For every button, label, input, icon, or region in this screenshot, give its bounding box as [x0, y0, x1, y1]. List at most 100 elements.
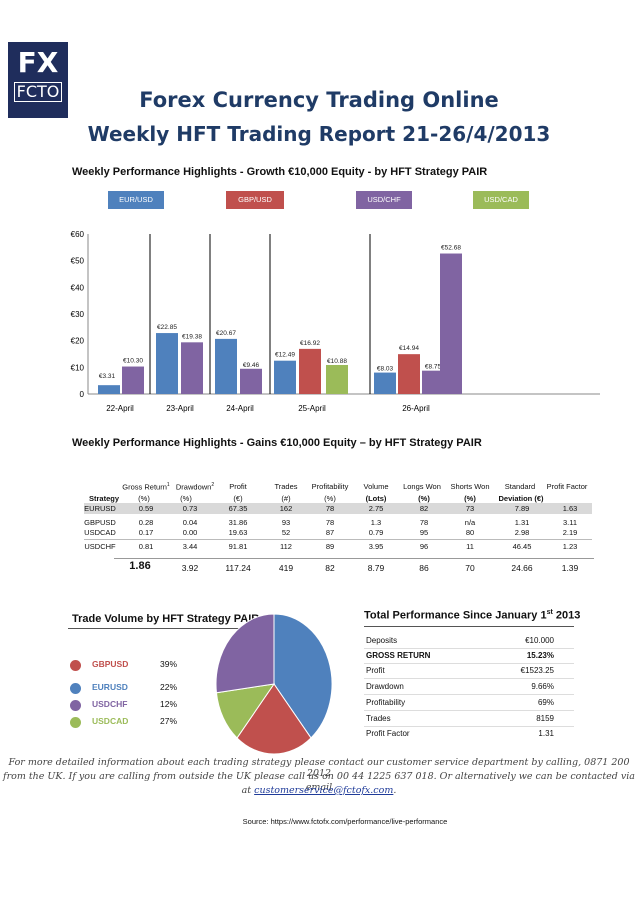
bar-data-label: €20.67	[216, 330, 236, 337]
pie-legend-pct: 39%	[160, 659, 178, 669]
th-longs-won: Longs Won	[403, 482, 441, 491]
bar	[374, 372, 396, 394]
legend-gbpusd-label: GBP/USD	[238, 195, 272, 204]
bar	[240, 368, 262, 394]
y-tick-label: €10	[71, 363, 85, 372]
table-total-cell: 419	[278, 563, 294, 573]
table-total-cell: 8.79	[367, 563, 385, 573]
table-cell: 0.73	[182, 504, 198, 513]
table-cell: 91.81	[228, 542, 248, 551]
totals-value: 69%	[537, 698, 554, 707]
table-total-cell: 117.24	[225, 563, 251, 573]
table-cell: 80	[465, 528, 475, 537]
pie-legend-dot	[70, 683, 81, 694]
th-longs-unit: (%)	[418, 494, 430, 503]
pie-slice	[236, 683, 312, 755]
pie-slice	[273, 613, 333, 739]
table-cell: 1.63	[562, 504, 578, 513]
th-trades-unit: (#)	[281, 494, 291, 503]
table-total-cell: 70	[465, 563, 475, 573]
volume-pie-chart	[215, 613, 333, 755]
totals-value: 9.66%	[531, 682, 554, 691]
table-cell: 0.79	[368, 528, 384, 537]
totals-row-rule	[364, 648, 574, 649]
fx-logo: FX FCTO	[8, 42, 68, 118]
bar	[181, 342, 203, 394]
bar-data-label: €19.38	[182, 333, 202, 340]
table-cell: 3.11	[562, 518, 578, 527]
legend-eurusd-label: EUR/USD	[119, 195, 153, 204]
growth-bar-chart: 0 €10 €20 €30 €40 €50 €60 €3.31 €10.30 €22.85 €19.…	[71, 230, 600, 413]
table-cell: GBPUSD	[84, 518, 116, 527]
y-tick-label: €60	[71, 230, 85, 239]
th-profit-unit: (€)	[233, 494, 243, 503]
totals-row-rule	[364, 694, 574, 695]
pie-legend-dot	[70, 717, 81, 728]
bar-data-label: €22.85	[157, 324, 177, 331]
totals-section-title: Total Performance Since January 1st 2013	[364, 609, 581, 622]
pie-legend-label: USDCAD	[92, 716, 129, 726]
pie-legend-dot	[70, 700, 81, 711]
th-profitability-unit: (%)	[324, 494, 336, 503]
bar-data-label: €8.03	[377, 366, 394, 373]
table-total-cell: 24.66	[511, 563, 533, 573]
totals-value: 1.31	[538, 729, 554, 738]
gains-table: Gross Return1 Drawdown2 Profit Trades Pr…	[0, 452, 638, 582]
table-cell: 1.23	[562, 542, 578, 551]
totals-key: GROSS RETURN	[366, 651, 431, 660]
totals-section-rule	[364, 626, 574, 627]
th-shorts-unit: (%)	[464, 494, 476, 503]
pie-legend-label: USDCHF	[92, 699, 128, 709]
table-cell: 19.63	[228, 528, 248, 537]
bar-data-label: €16.92	[300, 340, 320, 347]
y-tick-label: €40	[71, 283, 85, 292]
th-gross-unit: (%)	[138, 494, 150, 503]
footer-contact-line2: from the UK. If you are calling from out…	[3, 771, 635, 793]
table-cell: 162	[279, 504, 293, 513]
bar-data-label: €14.94	[399, 345, 419, 352]
totals-value: 8159	[536, 714, 554, 723]
th-profit: Profit	[229, 482, 247, 491]
table-total-cell: 82	[325, 563, 335, 573]
y-tick-label: €30	[71, 310, 85, 319]
totals-row-rule	[364, 663, 574, 664]
th-profitability: Profitability	[311, 482, 349, 491]
pie-legend-pct: 12%	[160, 699, 178, 709]
bar-data-label: €52.68	[441, 245, 461, 252]
bar	[398, 354, 420, 394]
table-cell: 0.17	[138, 528, 154, 537]
bar	[274, 360, 296, 394]
table-cell: 31.86	[228, 518, 248, 527]
totals-key: Profit Factor	[366, 729, 410, 738]
table-cell: EURUSD	[84, 504, 116, 513]
totals-key: Drawdown	[366, 682, 404, 691]
table-cell: 3.95	[368, 542, 384, 551]
table-cell: 52	[281, 528, 291, 537]
bar	[122, 366, 144, 394]
volume-section-rule	[68, 628, 268, 629]
footer-contact-line1: For more detailed information about each…	[8, 757, 630, 779]
page-subtitle: Weekly HFT Trading Report 21-26/4/2013	[87, 122, 551, 146]
table-cell: 82	[419, 504, 429, 513]
th-shorts-won: Shorts Won	[450, 482, 490, 491]
pie-legend-label: EURUSD	[92, 682, 128, 692]
totals-row-rule	[364, 710, 574, 711]
table-cell: 2.19	[562, 528, 578, 537]
table-cell: 1.3	[370, 518, 382, 527]
legend-usdchf: USD/CHF	[356, 191, 412, 209]
table-cell: 93	[281, 518, 291, 527]
table-cell: 0.59	[138, 504, 154, 513]
table-total-cell: 1.39	[561, 563, 579, 573]
totals-value: €1523.25	[520, 666, 554, 675]
pie-slice	[215, 613, 275, 694]
totals-divider	[114, 558, 594, 559]
bar	[422, 370, 444, 394]
totals-row-rule	[364, 726, 574, 727]
volume-section-title: Trade Volume by HFT Strategy PAIR	[72, 613, 260, 625]
th-trades: Trades	[274, 482, 298, 491]
th-strategy: Strategy	[88, 494, 119, 503]
totals-key: Profitability	[366, 698, 406, 707]
table-cell: 96	[419, 542, 429, 551]
x-tick-label: 24-April	[226, 404, 254, 413]
email-link[interactable]: customerservice@fctofx.com	[254, 785, 394, 796]
